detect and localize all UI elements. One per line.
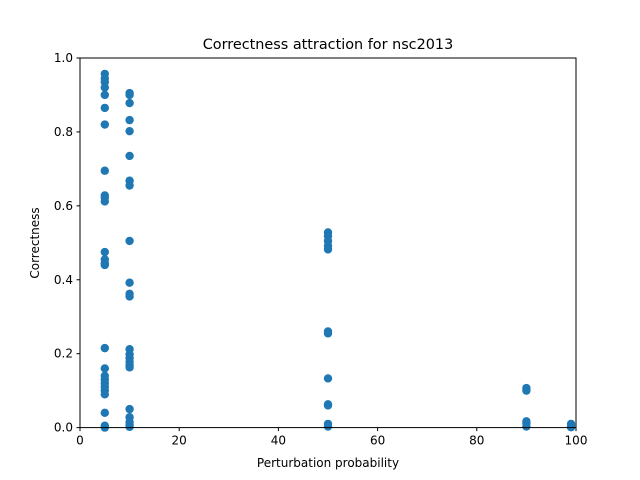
y-axis: 0.0 0.2 0.4 0.6 0.8 1.0: [54, 51, 80, 435]
data-point: [100, 197, 110, 206]
data-point: [323, 374, 333, 383]
data-point: [125, 278, 134, 287]
data-point: [100, 260, 110, 270]
data-point: [100, 247, 110, 257]
data-point: [100, 364, 110, 373]
data-point: [323, 422, 333, 431]
x-tick-label: 40: [271, 434, 286, 448]
x-tick-label: 60: [370, 434, 385, 448]
data-point: [125, 404, 134, 414]
y-tick-label: 0.0: [54, 421, 73, 435]
chart-title: Correctness attraction for nsc2013: [203, 37, 453, 53]
points-layer: [100, 69, 576, 432]
data-point: [125, 90, 134, 100]
y-axis-label: Correctness: [28, 207, 42, 278]
y-tick-label: 0.4: [54, 273, 73, 287]
x-tick-label: 80: [469, 434, 484, 448]
data-point: [100, 343, 110, 353]
data-point: [125, 422, 134, 432]
y-tick-label: 1.0: [54, 51, 73, 65]
data-point: [100, 166, 110, 175]
x-axis-label: Perturbation probability: [257, 456, 399, 470]
data-point: [100, 120, 110, 129]
data-point: [125, 236, 134, 246]
x-tick-label: 0: [76, 434, 84, 448]
data-point: [125, 151, 134, 161]
data-point: [100, 90, 110, 100]
data-point: [522, 422, 531, 431]
data-point: [125, 292, 134, 301]
data-point: [522, 386, 531, 395]
data-point: [323, 329, 333, 338]
data-point: [100, 408, 110, 418]
x-tick-label: 20: [172, 434, 187, 448]
data-point: [323, 401, 333, 410]
data-point: [125, 126, 134, 136]
data-point: [323, 245, 333, 254]
x-tick-label: 100: [565, 434, 588, 448]
y-tick-label: 0.2: [54, 347, 73, 361]
data-point: [125, 181, 134, 190]
y-tick-label: 0.8: [54, 125, 73, 139]
data-point: [125, 115, 134, 125]
data-point: [125, 363, 134, 372]
x-axis: 0 20 40 60 80 100: [76, 427, 588, 448]
data-point: [100, 390, 110, 399]
data-point: [100, 103, 110, 113]
data-point: [125, 98, 134, 108]
y-tick-label: 0.6: [54, 199, 73, 213]
plot-frame: [79, 57, 577, 429]
data-point: [100, 83, 110, 92]
